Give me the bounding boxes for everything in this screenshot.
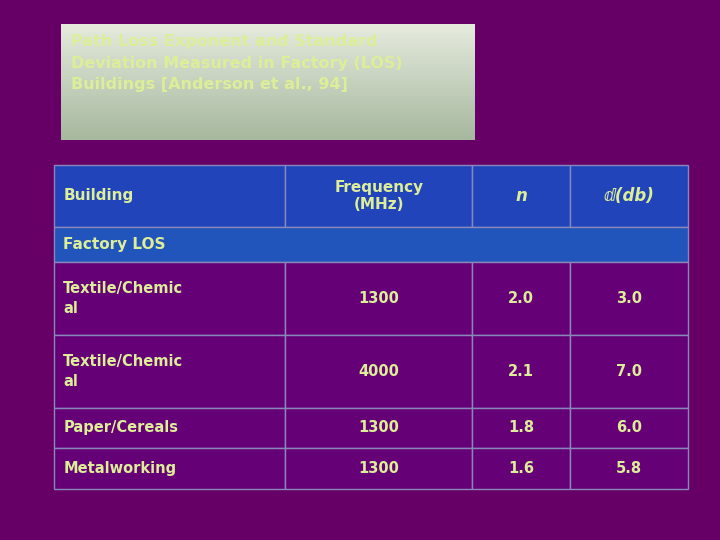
FancyBboxPatch shape bbox=[570, 262, 688, 335]
FancyBboxPatch shape bbox=[472, 165, 570, 227]
FancyBboxPatch shape bbox=[61, 79, 475, 82]
FancyBboxPatch shape bbox=[54, 408, 285, 448]
FancyBboxPatch shape bbox=[61, 64, 475, 68]
FancyBboxPatch shape bbox=[570, 165, 688, 227]
FancyBboxPatch shape bbox=[54, 227, 688, 262]
Text: ⅆ(db): ⅆ(db) bbox=[603, 187, 654, 205]
FancyBboxPatch shape bbox=[285, 448, 472, 489]
FancyBboxPatch shape bbox=[61, 96, 475, 100]
Text: Building: Building bbox=[63, 188, 134, 203]
Text: n: n bbox=[516, 187, 527, 205]
FancyBboxPatch shape bbox=[570, 448, 688, 489]
FancyBboxPatch shape bbox=[61, 44, 475, 48]
Text: Paper/Cereals: Paper/Cereals bbox=[63, 421, 179, 435]
FancyBboxPatch shape bbox=[61, 119, 475, 123]
FancyBboxPatch shape bbox=[61, 68, 475, 71]
FancyBboxPatch shape bbox=[61, 131, 475, 134]
FancyBboxPatch shape bbox=[54, 335, 285, 408]
FancyBboxPatch shape bbox=[61, 26, 475, 30]
Text: 6.0: 6.0 bbox=[616, 421, 642, 435]
FancyBboxPatch shape bbox=[61, 24, 475, 27]
FancyBboxPatch shape bbox=[472, 448, 570, 489]
Text: 2.1: 2.1 bbox=[508, 364, 534, 379]
FancyBboxPatch shape bbox=[61, 36, 475, 39]
FancyBboxPatch shape bbox=[61, 125, 475, 129]
FancyBboxPatch shape bbox=[61, 30, 475, 33]
Text: 2.0: 2.0 bbox=[508, 291, 534, 306]
FancyBboxPatch shape bbox=[285, 335, 472, 408]
Text: 1300: 1300 bbox=[359, 291, 399, 306]
Text: 5.8: 5.8 bbox=[616, 461, 642, 476]
FancyBboxPatch shape bbox=[54, 165, 285, 227]
FancyBboxPatch shape bbox=[61, 91, 475, 94]
FancyBboxPatch shape bbox=[61, 59, 475, 62]
FancyBboxPatch shape bbox=[61, 76, 475, 79]
Text: Path Loss Exponent and Standard
Deviation Measured in Factory (LOS)
Buildings [A: Path Loss Exponent and Standard Deviatio… bbox=[71, 34, 402, 92]
FancyBboxPatch shape bbox=[285, 262, 472, 335]
FancyBboxPatch shape bbox=[61, 82, 475, 85]
FancyBboxPatch shape bbox=[61, 123, 475, 126]
Text: Frequency
(MHz): Frequency (MHz) bbox=[334, 179, 423, 212]
FancyBboxPatch shape bbox=[61, 114, 475, 117]
FancyBboxPatch shape bbox=[54, 448, 285, 489]
FancyBboxPatch shape bbox=[61, 111, 475, 114]
FancyBboxPatch shape bbox=[61, 102, 475, 106]
FancyBboxPatch shape bbox=[61, 87, 475, 91]
Text: Textile/Chemic
al: Textile/Chemic al bbox=[63, 354, 184, 389]
FancyBboxPatch shape bbox=[472, 408, 570, 448]
FancyBboxPatch shape bbox=[61, 128, 475, 132]
FancyBboxPatch shape bbox=[61, 53, 475, 56]
FancyBboxPatch shape bbox=[61, 137, 475, 140]
Text: 4000: 4000 bbox=[359, 364, 399, 379]
FancyBboxPatch shape bbox=[570, 408, 688, 448]
FancyBboxPatch shape bbox=[61, 105, 475, 109]
FancyBboxPatch shape bbox=[61, 56, 475, 59]
Text: Factory LOS: Factory LOS bbox=[63, 237, 166, 252]
FancyBboxPatch shape bbox=[61, 32, 475, 36]
Text: 1.8: 1.8 bbox=[508, 421, 534, 435]
FancyBboxPatch shape bbox=[61, 134, 475, 138]
FancyBboxPatch shape bbox=[61, 41, 475, 45]
FancyBboxPatch shape bbox=[61, 62, 475, 65]
FancyBboxPatch shape bbox=[54, 262, 285, 335]
Text: 3.0: 3.0 bbox=[616, 291, 642, 306]
Text: 1300: 1300 bbox=[359, 461, 399, 476]
FancyBboxPatch shape bbox=[285, 165, 472, 227]
FancyBboxPatch shape bbox=[61, 50, 475, 53]
FancyBboxPatch shape bbox=[61, 70, 475, 73]
Text: Textile/Chemic
al: Textile/Chemic al bbox=[63, 281, 184, 316]
Text: 1.6: 1.6 bbox=[508, 461, 534, 476]
FancyBboxPatch shape bbox=[570, 335, 688, 408]
FancyBboxPatch shape bbox=[61, 47, 475, 50]
FancyBboxPatch shape bbox=[61, 85, 475, 88]
FancyBboxPatch shape bbox=[61, 93, 475, 97]
FancyBboxPatch shape bbox=[61, 38, 475, 42]
Text: 7.0: 7.0 bbox=[616, 364, 642, 379]
Text: Metalworking: Metalworking bbox=[63, 461, 176, 476]
FancyBboxPatch shape bbox=[61, 108, 475, 111]
FancyBboxPatch shape bbox=[472, 262, 570, 335]
Text: 1300: 1300 bbox=[359, 421, 399, 435]
FancyBboxPatch shape bbox=[472, 335, 570, 408]
FancyBboxPatch shape bbox=[61, 99, 475, 103]
FancyBboxPatch shape bbox=[61, 73, 475, 77]
FancyBboxPatch shape bbox=[285, 408, 472, 448]
FancyBboxPatch shape bbox=[61, 117, 475, 120]
